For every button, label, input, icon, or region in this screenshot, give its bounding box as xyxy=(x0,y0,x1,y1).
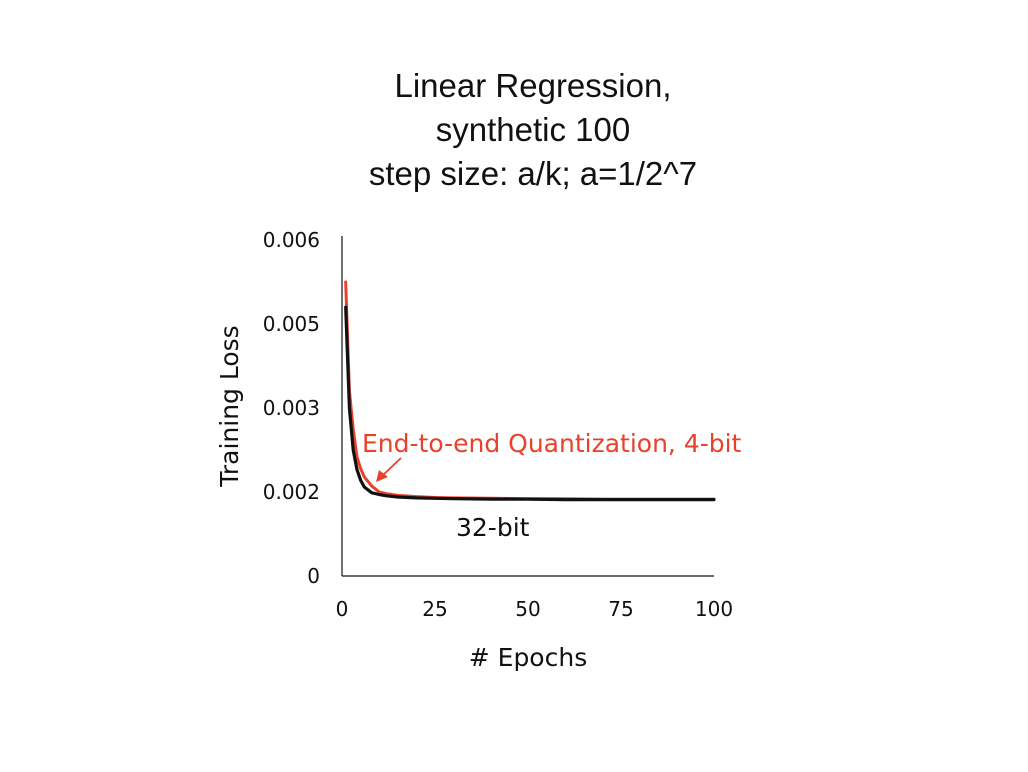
y-tick-label: 0.003 xyxy=(263,396,320,420)
chart-title: Linear Regression, synthetic 100 step si… xyxy=(0,64,1028,196)
series-line-4bit xyxy=(344,280,716,501)
series-lines xyxy=(344,280,716,502)
y-axis-label: Training Loss xyxy=(215,325,244,487)
series-line-32bit xyxy=(344,305,716,502)
y-tick-label: 0.006 xyxy=(263,228,320,252)
annotation-arrow xyxy=(376,457,402,482)
chart-title-line-1: Linear Regression, xyxy=(394,67,672,104)
chart-title-line-3: step size: a/k; a=1/2^7 xyxy=(368,155,698,192)
x-tick-label: 0 xyxy=(336,597,349,621)
chart-title-line-2: synthetic 100 xyxy=(435,111,631,148)
x-tick-label: 75 xyxy=(608,597,633,621)
y-tick-labels: 0 0.002 0.003 0.005 0.006 xyxy=(263,228,320,588)
y-tick-label: 0.005 xyxy=(263,312,320,336)
y-tick-label: 0.002 xyxy=(263,480,320,504)
y-tick-label: 0 xyxy=(307,564,320,588)
x-axis-label: # Epochs xyxy=(469,643,587,672)
quantization-annotation-label: End-to-end Quantization, 4-bit xyxy=(362,429,742,458)
x-tick-label: 100 xyxy=(695,597,733,621)
x-tick-label: 50 xyxy=(515,597,540,621)
x-tick-labels: 0 25 50 75 100 xyxy=(336,597,733,621)
chart-axes xyxy=(341,236,714,577)
32bit-annotation-label: 32-bit xyxy=(456,513,530,542)
x-tick-label: 25 xyxy=(422,597,447,621)
